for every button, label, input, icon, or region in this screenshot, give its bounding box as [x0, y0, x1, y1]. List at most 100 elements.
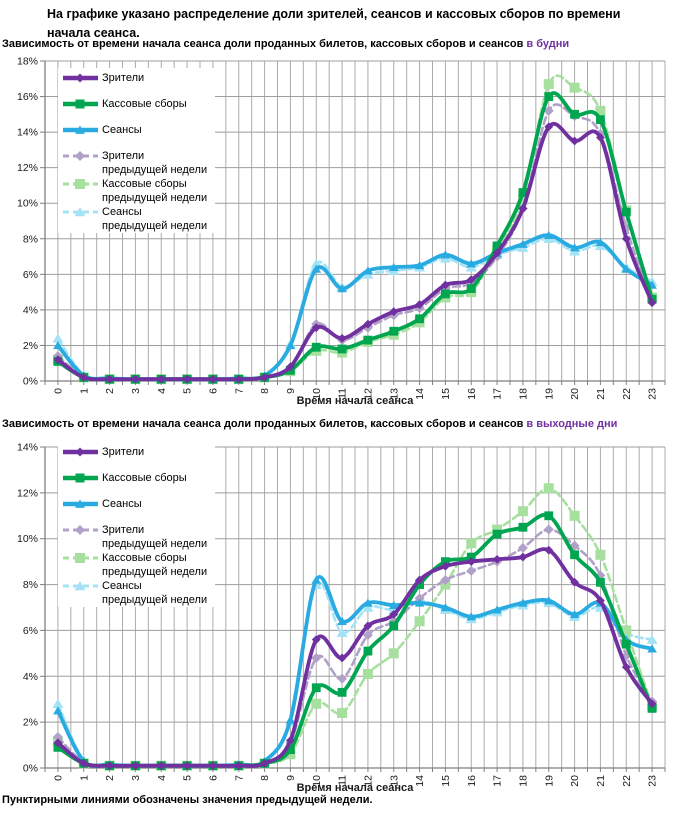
- legend-swatch-sessions: [63, 499, 98, 508]
- marker-square: [466, 538, 477, 549]
- marker-diamond: [363, 621, 373, 631]
- legend-label: Сеансы: [102, 498, 142, 510]
- marker-square: [570, 550, 579, 560]
- marker-triangle: [52, 333, 64, 343]
- marker-diamond: [647, 699, 657, 709]
- marker-triangle: [337, 616, 347, 625]
- y-tick-label: 8%: [23, 233, 38, 245]
- marker-triangle: [337, 284, 347, 293]
- marker-diamond: [182, 761, 192, 771]
- legend-label: Зрители: [102, 72, 145, 84]
- marker-triangle: [518, 598, 528, 607]
- marker-diamond: [415, 575, 424, 585]
- legend-label: Сеансы: [102, 124, 142, 136]
- report-title: На графике указано распределение доли зр…: [47, 7, 621, 40]
- marker-diamond: [492, 248, 502, 258]
- legend-label: Зрители: [102, 446, 145, 458]
- marker-diamond: [156, 374, 166, 384]
- x-tick-label: 15: [440, 388, 452, 400]
- marker-square: [414, 616, 425, 627]
- marker-diamond: [131, 374, 140, 384]
- marker-diamond: [79, 373, 89, 382]
- x-tick-label: 1: [78, 388, 90, 394]
- x-tick-label: 0: [52, 775, 64, 781]
- weekdays-chart-subtitle: Зависимость от времени начала сеанса дол…: [2, 38, 569, 50]
- legend-label: Кассовые сборы: [102, 98, 187, 110]
- marker-diamond: [53, 355, 63, 365]
- y-tick-label: 14%: [17, 442, 38, 454]
- y-tick-label: 6%: [23, 625, 38, 637]
- marker-triangle: [363, 266, 373, 275]
- x-tick-label: 17: [492, 388, 504, 400]
- x-axis-title: Время начала сеанса: [297, 782, 415, 794]
- marker-square: [363, 335, 373, 345]
- marker-diamond: [131, 761, 140, 771]
- x-tick-label: 18: [517, 388, 529, 400]
- legend-item-sessions: Сеансы: [62, 123, 207, 137]
- marker-diamond: [570, 136, 579, 146]
- y-tick-label: 8%: [23, 579, 38, 591]
- legend-swatch-boxoffice_prev: [63, 179, 98, 189]
- legend-swatch-sessions: [63, 125, 98, 134]
- marker-square: [647, 703, 657, 713]
- legend-label: Сеансы предыдущей недели: [102, 580, 208, 606]
- marker-diamond: [53, 738, 63, 748]
- y-tick-label: 2%: [23, 717, 38, 729]
- marker-triangle: [363, 598, 373, 607]
- marker-triangle: [647, 644, 657, 653]
- marker-square: [362, 668, 373, 679]
- x-tick-label: 22: [621, 775, 633, 787]
- marker-square: [337, 707, 348, 718]
- x-tick-label: 13: [388, 388, 400, 400]
- marker-square: [570, 109, 579, 119]
- marker-square: [492, 529, 502, 539]
- legend-label: Сеансы предыдущей недели: [102, 206, 208, 232]
- marker-square: [389, 326, 399, 336]
- marker-diamond: [105, 374, 114, 384]
- legend-label: Зрители предыдущей недели: [102, 524, 208, 550]
- x-tick-label: 1: [78, 775, 90, 781]
- x-tick-label: 12: [362, 388, 374, 400]
- legend-item-viewers_prev: Зрители предыдущей недели: [62, 149, 207, 177]
- legend-swatch-viewers_prev: [63, 525, 98, 535]
- weekdays-chart-subtitle-accent: в будни: [526, 38, 570, 50]
- marker-diamond: [595, 570, 606, 581]
- marker-diamond: [647, 298, 657, 308]
- marker-diamond: [440, 574, 451, 585]
- marker-diamond: [543, 524, 554, 535]
- marker-diamond: [208, 374, 218, 384]
- marker-diamond: [362, 630, 373, 641]
- marker-square: [569, 510, 580, 521]
- marker-diamond: [389, 307, 399, 317]
- x-tick-label: 23: [647, 775, 659, 787]
- x-tick-label: 8: [259, 388, 271, 394]
- marker-diamond: [517, 542, 528, 553]
- marker-triangle: [440, 603, 451, 612]
- x-tick-label: 17: [492, 775, 504, 787]
- y-tick-label: 10%: [17, 533, 38, 545]
- marker-square: [621, 207, 631, 217]
- marker-diamond: [337, 673, 348, 684]
- y-tick-label: 10%: [17, 198, 38, 210]
- marker-diamond: [621, 662, 631, 672]
- marker-square: [311, 698, 322, 709]
- marker-diamond: [286, 736, 295, 745]
- marker-diamond: [260, 373, 269, 382]
- marker-diamond: [415, 300, 424, 309]
- marker-triangle: [388, 262, 399, 271]
- marker-square: [415, 314, 424, 324]
- marker-triangle: [595, 237, 606, 247]
- weekend-chart-subtitle-accent: в выходные дни: [526, 418, 618, 430]
- x-tick-label: 3: [130, 388, 142, 394]
- legend-item-sessions: Сеансы: [62, 497, 207, 511]
- marker-triangle: [285, 341, 296, 350]
- marker-diamond: [363, 319, 373, 329]
- x-tick-label: 18: [517, 775, 529, 787]
- marker-diamond: [466, 275, 476, 285]
- marker-diamond: [389, 609, 399, 619]
- marker-triangle: [414, 598, 425, 607]
- x-tick-label: 7: [233, 388, 245, 394]
- marker-square: [595, 549, 606, 560]
- marker-square: [363, 646, 373, 656]
